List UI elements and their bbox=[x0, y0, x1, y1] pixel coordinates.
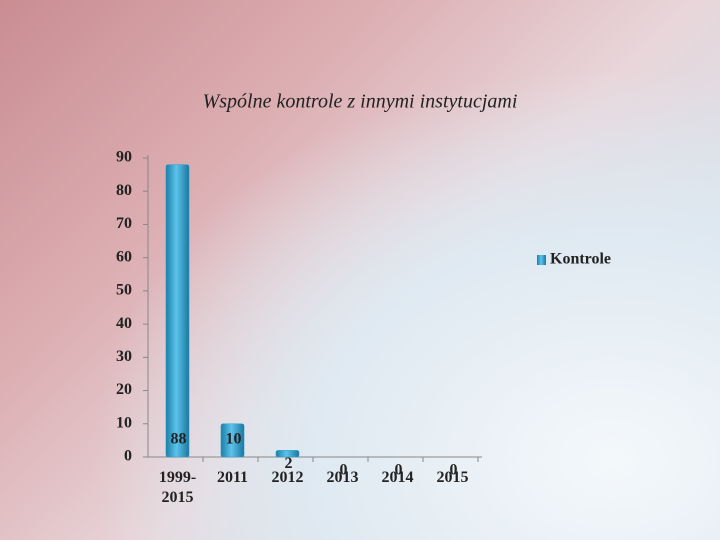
data-label: 2 bbox=[285, 455, 293, 472]
data-label: 10 bbox=[226, 431, 242, 448]
x-tick-label: 2014 bbox=[381, 469, 414, 486]
x-tick-label: 2013 bbox=[326, 469, 359, 486]
data-label: 0 bbox=[340, 462, 348, 479]
bar bbox=[275, 450, 300, 458]
y-tick-label: 10 bbox=[116, 414, 132, 431]
y-tick-label: 60 bbox=[116, 248, 132, 265]
data-label: 0 bbox=[395, 462, 403, 479]
x-tick-label: 1999-2015 bbox=[158, 469, 197, 506]
chart-title: Wspólne kontrole z innymi instytucjami bbox=[203, 91, 518, 113]
data-label: 0 bbox=[450, 462, 458, 479]
bar bbox=[220, 423, 245, 458]
bar bbox=[165, 164, 190, 458]
y-tick-label: 30 bbox=[116, 348, 132, 365]
y-tick-label: 0 bbox=[124, 448, 132, 465]
x-tick-label: 2012 bbox=[271, 469, 304, 486]
y-tick-label: 50 bbox=[116, 282, 132, 299]
data-label: 88 bbox=[171, 431, 187, 448]
legend-swatch bbox=[537, 255, 546, 265]
y-tick-label: 80 bbox=[116, 182, 132, 199]
x-tick-label: 2015 bbox=[436, 469, 469, 486]
y-tick-label: 70 bbox=[116, 215, 132, 232]
y-tick-label: 40 bbox=[116, 315, 132, 332]
x-tick-label: 2011 bbox=[216, 469, 249, 486]
y-tick-label: 20 bbox=[116, 381, 132, 398]
y-tick-label: 90 bbox=[116, 149, 132, 166]
legend-label: Kontrole bbox=[550, 251, 611, 268]
